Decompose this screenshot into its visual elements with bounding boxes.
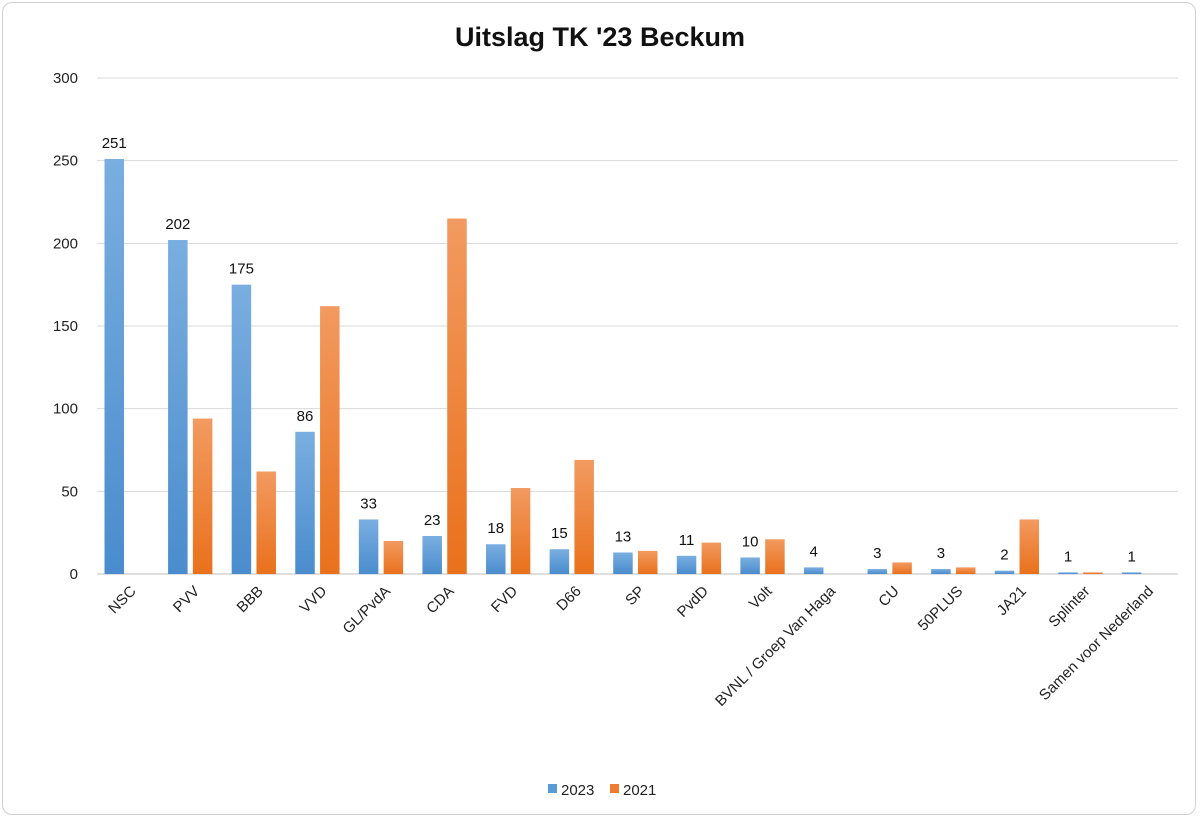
bar-2021-cu xyxy=(892,562,912,574)
bar-2023-volt xyxy=(740,557,760,574)
data-label: 202 xyxy=(165,216,190,233)
data-label: 23 xyxy=(424,512,441,529)
data-label: 33 xyxy=(360,495,377,512)
bar-2021-cda xyxy=(447,218,467,575)
x-category-label: GL/PvdA xyxy=(340,583,394,637)
data-label: 11 xyxy=(679,532,695,549)
bar-2023-pvdd xyxy=(676,555,697,574)
legend-swatch-2023 xyxy=(548,784,557,793)
x-category-label: CU xyxy=(875,583,902,610)
bar-2021-pvdd xyxy=(701,542,722,574)
bar-2023-cda xyxy=(422,535,442,574)
bar-2021-ja21 xyxy=(1019,519,1040,574)
legend-label-2021: 2021 xyxy=(623,782,656,799)
bars xyxy=(104,159,1142,575)
bar-2023-ja21 xyxy=(994,570,1015,574)
x-category-label: VVD xyxy=(297,583,331,617)
bar-2021-volt xyxy=(765,539,785,574)
data-label: 3 xyxy=(937,545,945,562)
x-category-label: BBB xyxy=(234,583,267,616)
y-tick-label: 150 xyxy=(53,318,78,335)
bar-2023-bvnl-groep-van-haga xyxy=(803,567,824,574)
bar-2023-fvd xyxy=(486,544,506,574)
x-category-label: PvdD xyxy=(674,583,712,621)
x-category-label: FVD xyxy=(488,583,521,616)
x-category-label: SP xyxy=(622,583,648,609)
bar-2023-samen-voor-nederland xyxy=(1121,572,1142,574)
y-tick-label: 100 xyxy=(53,401,78,418)
y-tick-label: 50 xyxy=(61,483,78,500)
bar-2021-d66 xyxy=(574,459,594,574)
bar-2023-vvd xyxy=(295,431,315,574)
y-tick-label: 250 xyxy=(53,153,78,170)
x-category-label: NSC xyxy=(105,583,140,618)
data-label: 175 xyxy=(229,261,254,278)
bar-2023-pvv xyxy=(168,240,188,574)
data-label: 4 xyxy=(810,543,818,560)
bar-2021-splinter xyxy=(1083,572,1103,574)
bar-2023-splinter xyxy=(1058,572,1078,574)
y-tick-label: 300 xyxy=(53,70,78,87)
x-category-label: PVV xyxy=(170,583,203,616)
bar-2023-nsc xyxy=(104,159,124,574)
bar-2023-bbb xyxy=(231,284,252,574)
data-label: 1 xyxy=(1127,548,1135,565)
bar-2023-cu xyxy=(867,569,888,574)
bar-2021-50plus xyxy=(955,567,976,574)
data-label: 251 xyxy=(102,135,127,152)
bar-2021-fvd xyxy=(510,488,531,574)
legend: 2023 2021 xyxy=(548,782,656,799)
bar-2021-gl-pvda xyxy=(383,540,404,574)
x-category-label: D66 xyxy=(553,583,584,614)
data-label: 13 xyxy=(615,529,632,546)
bar-2023-d66 xyxy=(549,549,570,574)
x-category-label: BVNL / Groep Van Haga xyxy=(712,582,839,709)
x-category-label: 50PLUS xyxy=(915,583,967,635)
legend-swatch-2021 xyxy=(610,784,619,793)
x-category-label: CDA xyxy=(423,583,457,617)
data-label: 3 xyxy=(873,545,881,562)
data-label: 18 xyxy=(487,520,504,537)
bar-2023-gl-pvda xyxy=(358,519,379,574)
x-axis-categories: NSC PVV BBB VVD GL/PvdA CDA FVD D66 SP PvdD VoltBV… xyxy=(105,582,1157,710)
chart-title: Uitslag TK '23 Beckum xyxy=(455,22,745,52)
data-label: 86 xyxy=(297,408,314,425)
bar-2023-50plus xyxy=(931,569,951,574)
legend-label-2023: 2023 xyxy=(561,782,594,799)
y-axis-ticks: 0 50 100 150 200 250 300 xyxy=(53,70,78,583)
y-tick-label: 0 xyxy=(70,566,78,583)
bar-2021-vvd xyxy=(320,306,340,574)
bar-2021-bbb xyxy=(256,471,276,574)
x-category-label: Volt xyxy=(746,582,776,612)
bar-2021-sp xyxy=(638,550,658,574)
x-category-label: JA21 xyxy=(994,583,1030,619)
data-label: 1 xyxy=(1064,548,1072,565)
x-category-label: Samen voor Nederland xyxy=(1036,583,1157,704)
data-label: 10 xyxy=(742,533,759,550)
y-tick-label: 200 xyxy=(53,235,78,252)
data-label: 15 xyxy=(551,525,568,542)
bar-2023-sp xyxy=(613,552,633,574)
data-label: 2 xyxy=(1000,547,1008,564)
x-category-label: Splinter xyxy=(1045,583,1093,631)
bar-2021-pvv xyxy=(192,418,213,574)
